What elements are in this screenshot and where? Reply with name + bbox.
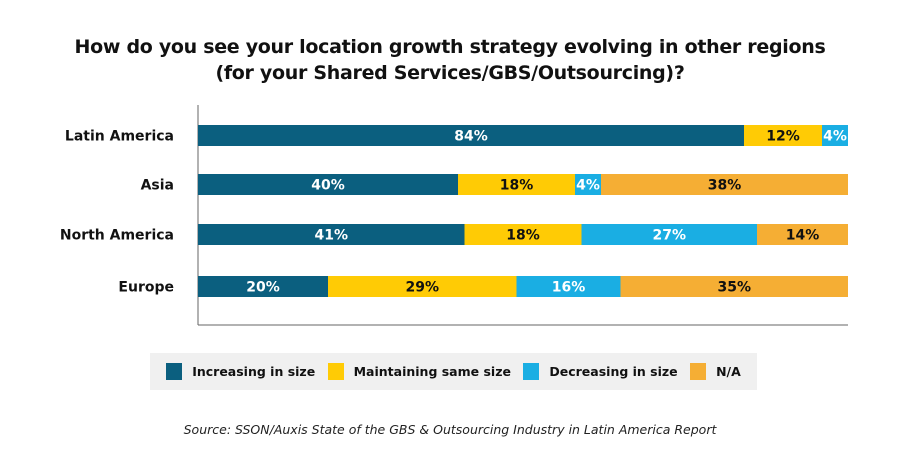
bar-segment: [581, 224, 757, 245]
legend-label: Increasing in size: [192, 364, 316, 379]
source-note: Source: SSON/Auxis State of the GBS & Ou…: [183, 422, 717, 437]
bar-segment: [198, 276, 328, 297]
bar-segment: [198, 224, 465, 245]
category-label: North America: [60, 228, 174, 244]
legend: Increasing in size Maintaining same size D…: [150, 353, 757, 390]
legend-label: N/A: [716, 364, 741, 379]
data-label: 29%: [405, 280, 439, 296]
chart-title: How do you see your location growth stra…: [0, 34, 900, 86]
bar-segment: [757, 224, 848, 245]
legend-item: Decreasing in size: [523, 363, 678, 380]
data-label: 12%: [766, 129, 800, 145]
bar-segment: [620, 276, 848, 297]
bar-segment: [575, 174, 601, 195]
data-label: 35%: [717, 280, 751, 296]
bar-segment: [822, 125, 848, 146]
chart-title-line-1: How do you see your location growth stra…: [74, 36, 826, 58]
data-label: 14%: [786, 228, 820, 244]
legend-item: N/A: [690, 363, 741, 380]
category-label: Asia: [141, 178, 174, 194]
legend-swatch: [166, 363, 183, 380]
bar-segment: [744, 125, 822, 146]
data-label: 20%: [246, 280, 280, 296]
legend-label: Decreasing in size: [549, 364, 678, 379]
data-label: 84%: [454, 129, 488, 145]
bar-segment: [328, 276, 517, 297]
data-label: 4%: [576, 178, 600, 194]
data-label: 27%: [652, 228, 686, 244]
category-label: Latin America: [65, 129, 174, 145]
bar-segment: [198, 174, 458, 195]
category-label: Europe: [118, 280, 174, 296]
legend-swatch: [690, 363, 707, 380]
bar-segment: [464, 224, 582, 245]
legend-label: Maintaining same size: [353, 364, 511, 379]
legend-swatch: [523, 363, 540, 380]
data-label: 18%: [500, 178, 534, 194]
data-label: 38%: [708, 178, 742, 194]
data-label: 16%: [552, 280, 586, 296]
bar-segment: [198, 125, 744, 146]
data-label: 40%: [311, 178, 345, 194]
data-label: 18%: [506, 228, 540, 244]
bar-segment: [601, 174, 848, 195]
legend-swatch: [327, 363, 344, 380]
data-label: 41%: [314, 228, 348, 244]
legend-item: Maintaining same size: [327, 363, 511, 380]
data-label: 4%: [823, 129, 847, 145]
bar-segment: [458, 174, 575, 195]
legend-item: Increasing in size: [166, 363, 315, 380]
chart-title-line-2: (for your Shared Services/GBS/Outsourcin…: [215, 62, 685, 84]
bar-segment: [516, 276, 621, 297]
